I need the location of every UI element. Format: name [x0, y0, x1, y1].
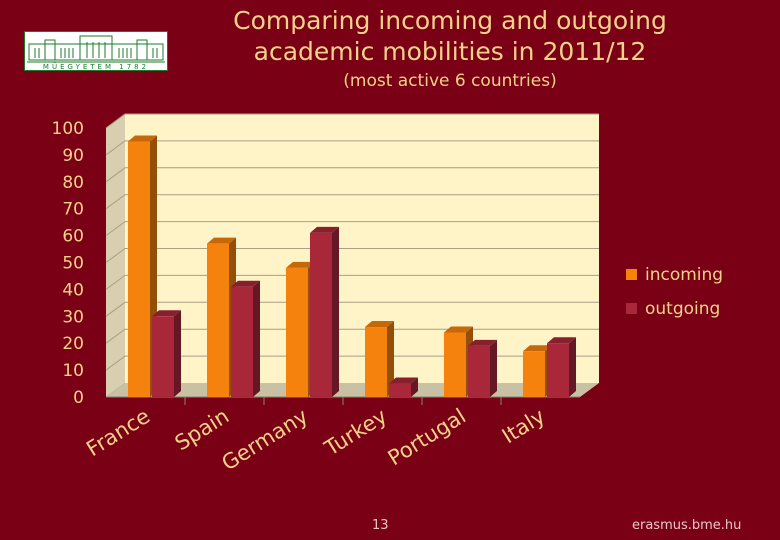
- bar-side: [253, 280, 260, 397]
- gridline: [105, 194, 599, 210]
- y-tick-label: 60: [62, 227, 84, 247]
- y-tick-label: 0: [73, 388, 84, 408]
- bar-front: [468, 345, 490, 397]
- gridline: [105, 167, 599, 183]
- bar-top: [310, 226, 339, 233]
- svg-text:MŰEGYETEM 1782: MŰEGYETEM 1782: [43, 62, 149, 70]
- gridline: [105, 221, 599, 237]
- bar-top: [547, 337, 576, 344]
- y-tick-label: 40: [62, 280, 84, 300]
- x-category-label: Portugal: [384, 404, 470, 470]
- gridline: [105, 248, 599, 263]
- gridline: [105, 328, 599, 344]
- bar-front: [207, 243, 229, 397]
- bar-incoming-turkey: [365, 321, 394, 397]
- bar-side: [411, 377, 418, 397]
- bar-top: [468, 339, 497, 346]
- gridline: [105, 113, 599, 129]
- gridline: [105, 140, 599, 156]
- bar-top: [128, 135, 157, 142]
- x-category-label: Spain: [171, 404, 233, 455]
- bar-side: [490, 339, 497, 397]
- y-tick-label: 20: [62, 334, 84, 354]
- x-category-label: Turkey: [320, 404, 392, 461]
- building-logo-icon: MŰEGYETEM 1782: [25, 32, 167, 71]
- gridline: [105, 274, 599, 290]
- university-logo: MŰEGYETEM 1782: [24, 31, 168, 71]
- y-tick-label: 70: [62, 200, 84, 220]
- bar-front: [231, 286, 253, 397]
- footer-site: erasmus.bme.hu: [632, 518, 742, 533]
- bar-top: [286, 261, 315, 268]
- bar-outgoing-portugal: [468, 339, 497, 397]
- bar-outgoing-france: [152, 310, 181, 397]
- bar-outgoing-italy: [547, 337, 576, 397]
- bar-top: [152, 310, 181, 317]
- bar-front: [389, 383, 411, 397]
- page-subtitle: (most active 6 countries): [343, 71, 557, 91]
- page-title: Comparing incoming and outgoing academic…: [180, 5, 720, 67]
- legend-label-incoming: incoming: [645, 265, 723, 285]
- bar-top: [444, 326, 473, 333]
- bar-top: [523, 345, 552, 352]
- bar-front: [365, 327, 387, 397]
- bar-front: [523, 351, 545, 397]
- x-category-label: France: [82, 404, 154, 461]
- title-line-1: Comparing incoming and outgoing: [233, 6, 667, 35]
- bar-outgoing-spain: [231, 280, 260, 397]
- bar-front: [286, 267, 308, 397]
- bar-side: [174, 310, 181, 397]
- bar-front: [310, 232, 332, 397]
- bar-front: [547, 343, 569, 397]
- bar-top: [207, 237, 236, 244]
- bar-front: [152, 316, 174, 397]
- x-category-label: Germany: [218, 404, 313, 476]
- bar-incoming-france: [128, 135, 157, 397]
- y-tick-label: 90: [62, 146, 84, 166]
- bar-side: [569, 337, 576, 397]
- x-category-label: Italy: [498, 404, 549, 448]
- gridline: [105, 301, 599, 317]
- title-line-2: academic mobilities in 2011/12: [253, 37, 647, 66]
- bar-outgoing-germany: [310, 226, 339, 397]
- bar-top: [231, 280, 260, 287]
- bar-side: [387, 321, 394, 397]
- bar-side: [332, 226, 339, 397]
- y-tick-label: 100: [52, 119, 84, 139]
- bar-top: [365, 321, 394, 328]
- bar-front: [444, 332, 466, 397]
- y-tick-label: 80: [62, 173, 84, 193]
- legend-swatch-outgoing: [626, 303, 637, 314]
- bar-front: [128, 141, 150, 397]
- bar-outgoing-turkey: [389, 377, 418, 397]
- bar-top: [389, 377, 418, 384]
- gridline: [105, 355, 599, 371]
- y-tick-label: 10: [62, 361, 84, 381]
- y-tick-label: 30: [62, 307, 84, 327]
- page-number: 13: [372, 518, 389, 533]
- legend-label-outgoing: outgoing: [645, 299, 720, 319]
- y-tick-label: 50: [62, 254, 84, 274]
- legend-swatch-incoming: [626, 269, 637, 280]
